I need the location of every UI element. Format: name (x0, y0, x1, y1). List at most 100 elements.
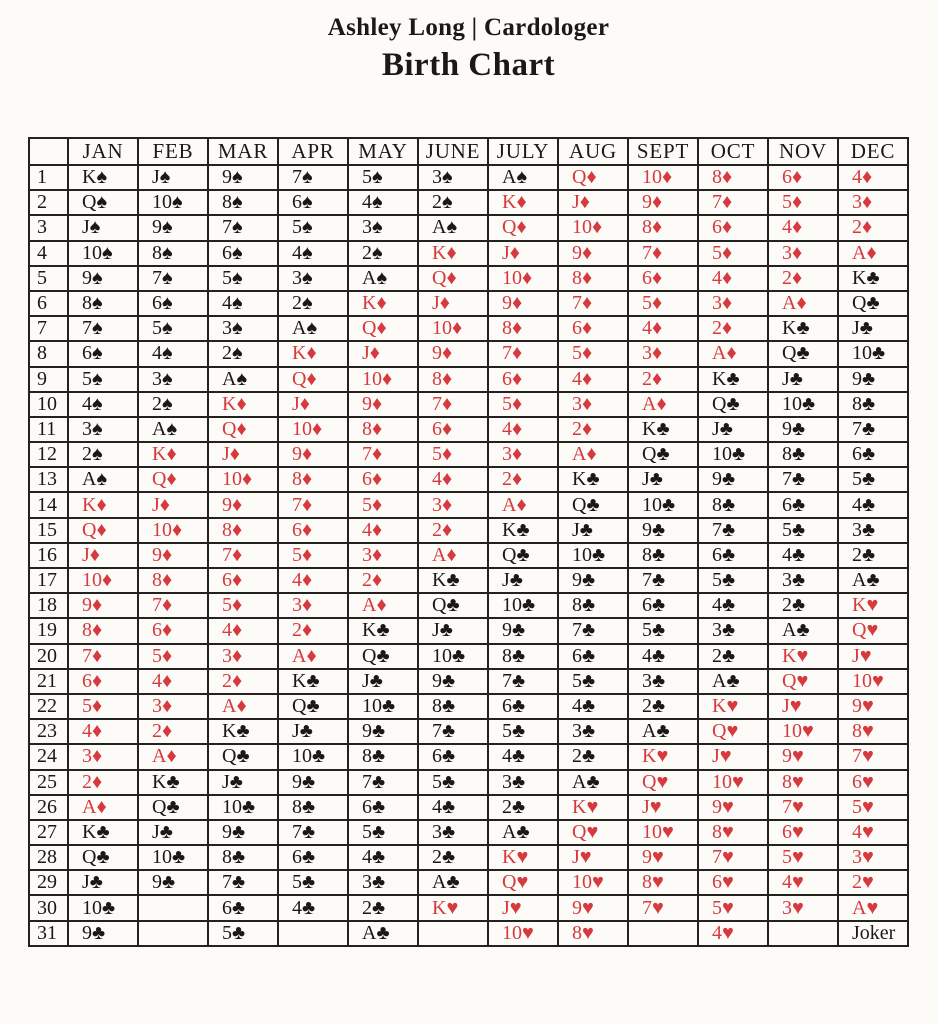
card-cell: 8♥ (767, 768, 839, 796)
card-cell: K♦ (207, 390, 279, 418)
card-cell: A♠ (417, 214, 489, 242)
card-cell: 4♦ (487, 415, 559, 444)
table-row: 27 K♣ J♣ 9♣ 7♣ 5♣ 3♣ A♣ Q♥ 10♥ 8♥ 6♥ 4♥ (28, 818, 909, 847)
card-cell: A♠ (277, 315, 349, 343)
card-cell: 10♥ (767, 718, 839, 746)
month-header-nov: NOV (767, 137, 839, 166)
card-cell: Q♣ (627, 441, 699, 469)
card-cell: 6♦ (767, 163, 839, 192)
card-cell: J♦ (207, 441, 279, 469)
card-cell: K♥ (837, 592, 909, 620)
table-row: 13 A♠ Q♦ 10♦ 8♦ 6♦ 4♦ 2♦ K♣ J♣ 9♣ 7♣ 5♣ (28, 466, 909, 494)
card-cell: 7♦ (417, 390, 489, 418)
card-cell: A♠ (67, 466, 139, 494)
day-number: 17 (28, 566, 69, 595)
card-cell: 9♦ (627, 189, 699, 217)
card-cell: 3♣ (417, 818, 489, 847)
card-cell: 7♠ (137, 264, 209, 292)
card-cell: 5♦ (487, 390, 559, 418)
card-cell: A♣ (347, 919, 419, 947)
day-number: 26 (28, 793, 69, 821)
card-cell: 3♦ (767, 239, 839, 267)
card-cell: 3♣ (767, 566, 839, 595)
card-cell: 9♣ (67, 919, 139, 947)
card-cell: 8♦ (487, 315, 559, 343)
card-cell: 2♦ (487, 466, 559, 494)
card-cell: 2♦ (767, 264, 839, 292)
card-cell: Q♦ (277, 365, 349, 393)
card-cell: 6♦ (277, 516, 349, 544)
card-cell: K♥ (557, 793, 629, 821)
card-cell: 7♦ (487, 340, 559, 368)
card-cell: A♦ (67, 793, 139, 821)
card-cell: 10♣ (627, 491, 699, 519)
card-cell: 8♦ (67, 617, 139, 645)
card-cell: 4♦ (767, 214, 839, 242)
day-number: 8 (28, 340, 69, 368)
card-cell: 10♦ (347, 365, 419, 393)
card-cell: 4♦ (67, 718, 139, 746)
card-cell: 8♦ (627, 214, 699, 242)
card-cell: K♦ (137, 441, 209, 469)
card-cell: 5♦ (627, 289, 699, 318)
table-row: 6 8♠ 6♠ 4♠ 2♠ K♦ J♦ 9♦ 7♦ 5♦ 3♦ A♦ Q♣ (28, 289, 909, 318)
page-title: Birth Chart (381, 47, 556, 83)
card-cell: A♦ (417, 541, 489, 570)
card-cell: 2♦ (277, 617, 349, 645)
card-cell: 2♠ (417, 189, 489, 217)
chart-body: 1 K♠ J♠ 9♠ 7♠ 5♠ 3♠ A♠ Q♦ 10♦ 8♦ 6♦ 4♦ 2 Q♠ 10♠ 8♠ 6♠ 4♠ 2♠… (28, 163, 909, 947)
day-number: 2 (28, 189, 69, 217)
card-cell: 2♥ (837, 869, 909, 897)
card-cell: 2♦ (417, 516, 489, 544)
card-cell: 5♠ (137, 315, 209, 343)
card-cell: K♣ (347, 617, 419, 645)
card-cell: 6♦ (207, 566, 279, 595)
card-cell: 2♠ (347, 239, 419, 267)
card-cell: 9♣ (557, 566, 629, 595)
card-cell: 4♦ (627, 315, 699, 343)
table-row: 20 7♦ 5♦ 3♦ A♦ Q♣ 10♣ 8♣ 6♣ 4♣ 2♣ K♥ J♥ (28, 642, 909, 670)
card-cell: 6♣ (277, 844, 349, 872)
table-row: 21 6♦ 4♦ 2♦ K♣ J♣ 9♣ 7♣ 5♣ 3♣ A♣ Q♥ 10♥ (28, 667, 909, 695)
day-number: 3 (28, 214, 69, 242)
card-cell: 2♦ (347, 566, 419, 595)
table-row: 30 10♣ 6♣ 4♣ 2♣ K♥ J♥ 9♥ 7♥ 5♥ 3♥ A♥ (28, 894, 909, 922)
card-cell: 10♣ (557, 541, 629, 570)
card-cell: 5♣ (347, 818, 419, 847)
card-cell: 3♦ (67, 743, 139, 771)
month-header-dec: DEC (837, 137, 909, 166)
card-cell: 5♣ (627, 617, 699, 645)
card-cell: 10♣ (67, 894, 139, 922)
card-cell: K♦ (417, 239, 489, 267)
card-cell: 4♠ (137, 340, 209, 368)
card-cell: 3♣ (347, 869, 419, 897)
joker-cell: Joker (837, 919, 909, 947)
card-cell: K♠ (67, 163, 139, 192)
card-cell: 9♣ (207, 818, 279, 847)
card-cell: J♣ (207, 768, 279, 796)
card-cell: J♥ (627, 793, 699, 821)
card-cell: 8♦ (557, 264, 629, 292)
card-cell: 8♦ (417, 365, 489, 393)
card-cell: 8♦ (207, 516, 279, 544)
month-header-row: JAN FEB MAR APR MAY JUNE JULY AUG SEPT OCT NOV DEC (28, 137, 909, 166)
card-cell: 7♥ (767, 793, 839, 821)
card-cell: 6♣ (417, 743, 489, 771)
card-cell: J♣ (697, 415, 769, 444)
day-number: 28 (28, 844, 69, 872)
table-row: 29 J♣ 9♣ 7♣ 5♣ 3♣ A♣ Q♥ 10♥ 8♥ 6♥ 4♥ 2♥ (28, 869, 909, 897)
card-cell: 10♣ (837, 340, 909, 368)
card-cell: K♣ (137, 768, 209, 796)
day-number: 20 (28, 642, 69, 670)
card-cell: 8♣ (347, 743, 419, 771)
card-cell: Q♣ (697, 390, 769, 418)
card-cell: 6♦ (137, 617, 209, 645)
card-cell: 5♦ (697, 239, 769, 267)
card-cell: J♠ (67, 214, 139, 242)
card-cell: 9♣ (347, 718, 419, 746)
card-cell: 2♦ (67, 768, 139, 796)
card-cell: 6♣ (767, 491, 839, 519)
card-cell: 2♣ (347, 894, 419, 922)
card-cell: K♣ (557, 466, 629, 494)
card-cell: 9♦ (137, 541, 209, 570)
